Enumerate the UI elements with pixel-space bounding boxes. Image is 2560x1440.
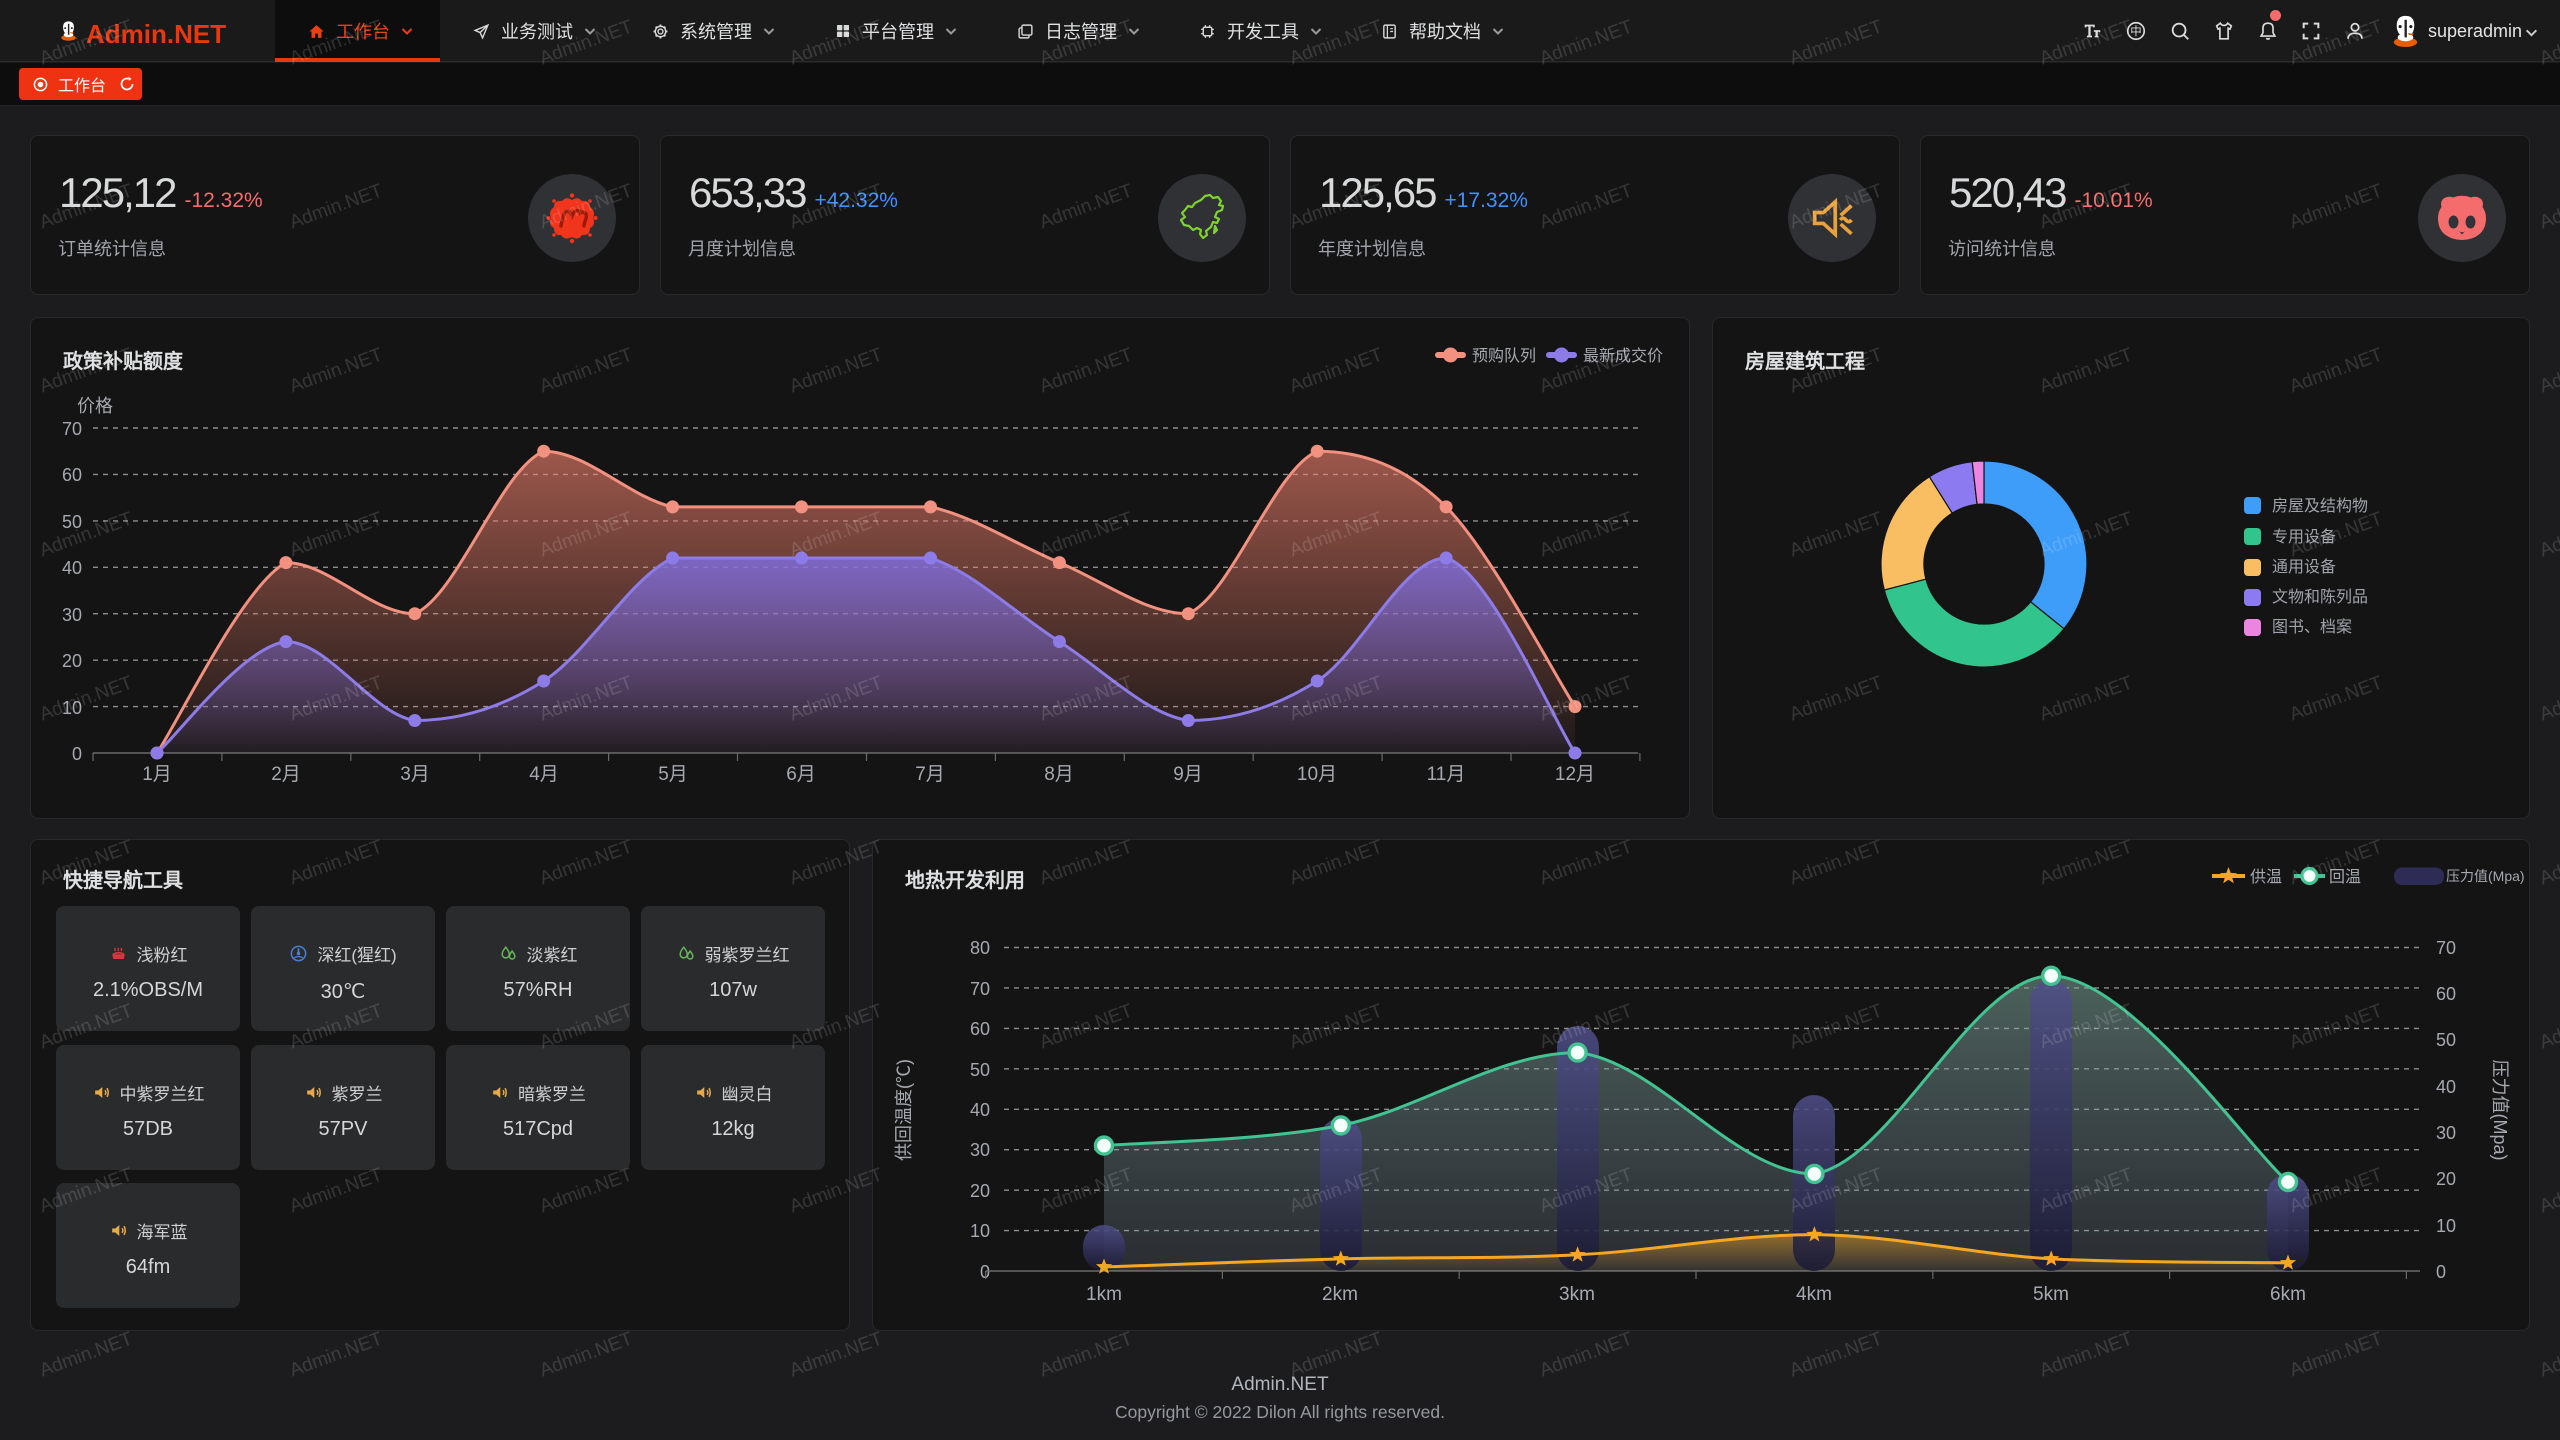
svg-text:压力值(Mpa): 压力值(Mpa) [2446,868,2525,884]
svg-text:房屋及结构物: 房屋及结构物 [2272,497,2368,515]
svg-text:10月: 10月 [1297,764,1337,785]
svg-text:40: 40 [2436,1077,2456,1097]
svg-text:3km: 3km [1559,1284,1595,1305]
svg-text:专用设备: 专用设备 [2272,528,2336,546]
svg-text:8月: 8月 [1044,764,1074,785]
svg-text:10: 10 [2436,1216,2456,1236]
svg-text:80: 80 [970,938,990,958]
svg-text:预购队列: 预购队列 [1472,347,1536,365]
svg-text:1km: 1km [1086,1284,1122,1305]
svg-text:10: 10 [970,1221,990,1241]
svg-text:2月: 2月 [271,764,301,785]
svg-text:50: 50 [62,512,82,532]
svg-text:60: 60 [62,465,82,485]
svg-text:7月: 7月 [915,764,945,785]
svg-text:70: 70 [2436,938,2456,958]
svg-text:10: 10 [62,698,82,718]
svg-text:文物和陈列品: 文物和陈列品 [2272,588,2368,606]
svg-text:20: 20 [62,651,82,671]
svg-text:0: 0 [980,1262,990,1282]
svg-text:0: 0 [72,744,82,764]
svg-text:供温: 供温 [2250,868,2282,886]
svg-text:回温: 回温 [2329,868,2361,886]
svg-text:6km: 6km [2270,1284,2306,1305]
svg-text:60: 60 [970,1019,990,1039]
svg-text:40: 40 [62,558,82,578]
svg-text:最新成交价: 最新成交价 [1583,347,1663,365]
svg-text:4km: 4km [1796,1284,1832,1305]
svg-text:30: 30 [62,605,82,625]
svg-text:4月: 4月 [529,764,559,785]
svg-text:60: 60 [2436,984,2456,1004]
svg-text:0: 0 [2436,1262,2446,1282]
svg-text:1月: 1月 [142,764,172,785]
svg-text:压力值(Mpa): 压力值(Mpa) [2490,1059,2510,1160]
svg-text:5月: 5月 [658,764,688,785]
svg-text:9月: 9月 [1173,764,1203,785]
svg-text:30: 30 [2436,1123,2456,1143]
svg-text:50: 50 [2436,1030,2456,1050]
svg-text:70: 70 [970,979,990,999]
svg-text:中: 中 [2130,25,2141,38]
svg-text:5km: 5km [2033,1284,2069,1305]
svg-text:70: 70 [62,419,82,439]
svg-text:供回温度(℃): 供回温度(℃) [894,1059,914,1161]
svg-text:40: 40 [970,1100,990,1120]
svg-text:50: 50 [970,1060,990,1080]
svg-text:12月: 12月 [1555,764,1595,785]
svg-text:通用设备: 通用设备 [2272,558,2336,576]
svg-text:6月: 6月 [786,764,816,785]
svg-text:30: 30 [970,1140,990,1160]
svg-text:11月: 11月 [1427,764,1466,785]
svg-text:20: 20 [970,1181,990,1201]
svg-text:2km: 2km [1322,1284,1358,1305]
svg-text:20: 20 [2436,1169,2456,1189]
svg-text:价格: 价格 [77,396,113,416]
svg-text:图书、档案: 图书、档案 [2272,618,2352,636]
svg-text:3月: 3月 [400,764,430,785]
